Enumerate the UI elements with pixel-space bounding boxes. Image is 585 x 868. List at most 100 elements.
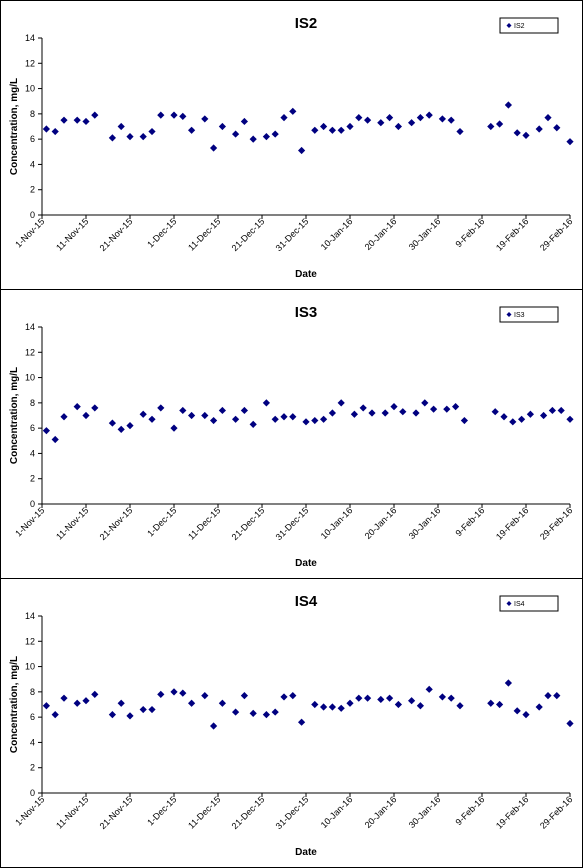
data-point — [117, 699, 125, 707]
data-point — [513, 707, 521, 715]
x-tick-label: 9-Feb-16 — [454, 794, 487, 827]
y-tick-label: 14 — [25, 33, 35, 43]
x-tick-label: 9-Feb-16 — [454, 216, 487, 249]
data-point — [73, 116, 81, 124]
data-point — [249, 420, 257, 428]
data-point — [210, 416, 218, 425]
data-point — [117, 425, 125, 434]
data-point — [491, 408, 499, 416]
chart-panel-is4: IS4 IS4 0 2 4 6 8 10 12 14 1-Nov-15 11-Nov-15 21-Nov… — [0, 578, 583, 868]
data-point — [179, 406, 187, 415]
data-point — [218, 122, 226, 131]
x-tick-label: 10-Jan-16 — [319, 794, 355, 830]
chart-title: IS3 — [295, 304, 318, 321]
y-tick-label: 8 — [30, 109, 35, 119]
chart-panel-is2: IS2 IS2 0 2 4 6 8 10 12 14 1-Nov-15 11-Nov-15 21-Nov… — [0, 0, 583, 291]
data-point — [328, 703, 336, 711]
data-point — [394, 700, 402, 709]
y-axis-label: Concentration, mg/L — [9, 656, 20, 753]
x-tick-label: 20-Jan-16 — [363, 505, 399, 541]
data-point — [430, 405, 438, 413]
data-point — [82, 697, 90, 705]
x-tick-label: 29-Feb-16 — [538, 794, 574, 830]
y-tick-label: 0 — [30, 210, 35, 220]
legend-marker-icon — [506, 23, 512, 28]
y-tick-label: 12 — [25, 636, 35, 646]
data-point — [126, 712, 134, 720]
data-point — [108, 134, 116, 142]
chart-title: IS4 — [295, 593, 318, 610]
data-point — [438, 693, 446, 701]
data-point — [377, 695, 385, 704]
x-tick-label: 10-Jan-16 — [319, 216, 355, 252]
x-tick-label: 11-Dec-15 — [186, 505, 222, 541]
data-point — [298, 146, 306, 155]
data-point — [364, 694, 372, 702]
data-point — [210, 722, 218, 730]
legend-box — [499, 595, 559, 612]
y-tick-label: 14 — [25, 322, 35, 332]
x-tick-label: 9-Feb-16 — [454, 505, 487, 538]
legend-label: IS3 — [514, 312, 525, 319]
x-tick-label: 21-Nov-15 — [98, 216, 135, 253]
data-point — [368, 409, 376, 417]
y-tick-label: 0 — [30, 499, 35, 509]
data-point — [425, 685, 433, 693]
y-tick-label: 2 — [30, 185, 35, 195]
data-point — [311, 126, 319, 134]
data-point — [337, 704, 345, 712]
y-tick-label: 4 — [30, 737, 35, 747]
data-point — [280, 114, 288, 122]
data-point — [328, 409, 336, 417]
data-point — [232, 415, 240, 423]
data-point — [218, 406, 226, 415]
data-point — [496, 700, 504, 709]
chart-svg-is3: IS3 IS3 0 2 4 6 8 10 12 14 1-Nov-15 11-Nov-15 21-Nov… — [9, 304, 574, 569]
data-point — [566, 719, 574, 728]
data-point — [51, 435, 59, 444]
x-tick-label: 30-Jan-16 — [407, 794, 443, 830]
data-point — [240, 406, 248, 415]
x-axis-label: Date — [295, 269, 317, 280]
data-point — [60, 116, 68, 124]
data-point — [139, 410, 147, 418]
data-point — [386, 114, 394, 122]
data-point — [42, 702, 50, 710]
data-point — [320, 703, 328, 711]
y-tick-label: 12 — [25, 347, 35, 357]
y-tick-label: 4 — [30, 448, 35, 458]
data-point — [249, 709, 257, 717]
x-tick-label: 11-Nov-15 — [54, 505, 90, 541]
data-point — [117, 122, 125, 131]
x-tick-label: 1-Nov-15 — [13, 505, 46, 538]
data-point — [394, 122, 402, 131]
data-point — [456, 127, 464, 136]
data-point — [139, 133, 147, 141]
data-point — [280, 413, 288, 421]
data-point — [289, 107, 297, 115]
data-point — [452, 403, 460, 411]
data-point — [548, 406, 556, 415]
data-point — [421, 399, 429, 407]
data-point — [355, 114, 363, 122]
x-tick-label: 19-Feb-16 — [494, 794, 530, 830]
data-point — [210, 144, 218, 152]
data-point — [148, 415, 156, 423]
data-point — [337, 399, 345, 407]
data-point — [262, 711, 270, 719]
x-tick-label: 31-Dec-15 — [274, 216, 311, 253]
data-point — [460, 416, 468, 425]
data-point — [42, 125, 50, 133]
data-point — [280, 693, 288, 701]
data-point — [179, 689, 187, 697]
data-point — [51, 711, 59, 719]
data-point — [416, 114, 424, 122]
data-point — [188, 126, 196, 134]
y-tick-label: 2 — [30, 763, 35, 773]
x-tick-label: 11-Nov-15 — [54, 794, 90, 830]
chart-svg-is4: IS4 IS4 0 2 4 6 8 10 12 14 1-Nov-15 11-Nov-15 21-Nov… — [9, 593, 574, 858]
x-tick-label: 11-Nov-15 — [54, 216, 90, 252]
data-point — [412, 409, 420, 417]
data-point — [289, 692, 297, 700]
y-tick-label: 8 — [30, 687, 35, 697]
